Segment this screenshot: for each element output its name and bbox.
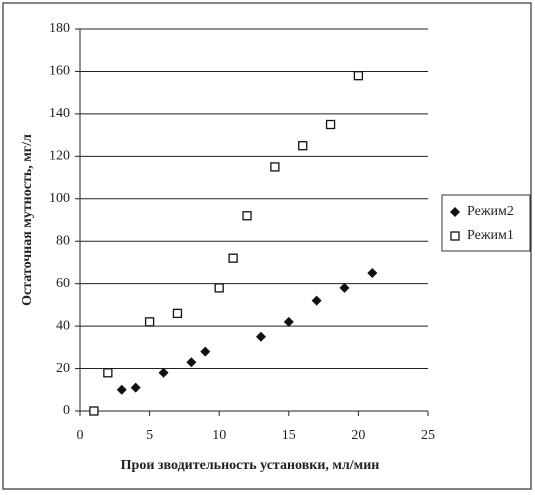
y-tick-label: 20 xyxy=(56,361,70,376)
point xyxy=(284,317,294,327)
point xyxy=(90,407,98,415)
point xyxy=(367,268,377,278)
point xyxy=(339,283,349,293)
x-axis-label: Прои зводительность установки, мл/мин xyxy=(121,458,380,473)
point xyxy=(186,357,196,367)
point xyxy=(256,332,266,342)
y-tick-label: 0 xyxy=(63,403,70,418)
x-tick-label: 0 xyxy=(77,428,84,443)
point xyxy=(200,347,210,357)
y-tick-label: 180 xyxy=(49,21,70,36)
point xyxy=(215,284,223,292)
x-tick-label: 5 xyxy=(146,428,153,443)
point xyxy=(327,121,335,129)
x-tick-label: 10 xyxy=(212,428,226,443)
y-tick-label: 160 xyxy=(49,64,70,79)
point xyxy=(312,296,322,306)
y-tick-label: 140 xyxy=(49,106,70,121)
point xyxy=(173,309,181,317)
y-tick-label: 120 xyxy=(49,149,70,164)
y-axis-label: Остаточная мутность, мг/л xyxy=(20,134,35,306)
y-tick-label: 40 xyxy=(56,318,70,333)
y-tick-label: 80 xyxy=(56,233,70,248)
legend-label: Режим1 xyxy=(467,228,514,243)
x-tick-label: 15 xyxy=(282,428,296,443)
point xyxy=(104,369,112,377)
point xyxy=(271,163,279,171)
y-tick-label: 100 xyxy=(49,191,70,206)
point xyxy=(354,72,362,80)
y-tick-label: 60 xyxy=(56,276,70,291)
chart: Прои зводительность установки, мл/мин Ос… xyxy=(0,0,535,495)
point xyxy=(451,232,459,240)
point xyxy=(146,318,154,326)
x-tick-label: 20 xyxy=(351,428,365,443)
point xyxy=(159,368,169,378)
point xyxy=(299,142,307,150)
x-tick-label: 25 xyxy=(421,428,435,443)
point xyxy=(117,385,127,395)
point xyxy=(243,212,251,220)
point xyxy=(131,383,141,393)
point xyxy=(229,254,237,262)
legend-label: Режим2 xyxy=(467,204,514,219)
